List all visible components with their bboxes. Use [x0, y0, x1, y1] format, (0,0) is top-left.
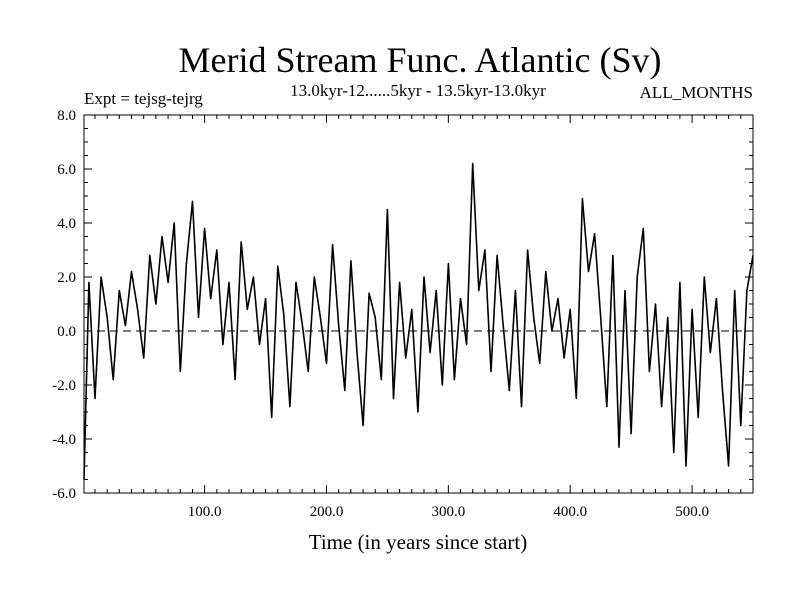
y-tick-label: -4.0 [52, 432, 76, 448]
y-tick-label: 8.0 [57, 108, 76, 124]
tick-label-group: 100.0 200.0 300.0 400.0 500.0 -6.0 -4.0 -2.0 0.0… [52, 108, 709, 520]
y-tick-label: 4.0 [57, 216, 76, 232]
x-tick-label: 300.0 [431, 504, 465, 520]
y-tick-label: 0.0 [57, 324, 76, 340]
series-line [83, 162, 754, 480]
period-label: 13.0kyr-12......5kyr - 13.5kyr-13.0kyr [290, 81, 546, 100]
x-tick-label: 200.0 [310, 504, 344, 520]
x-tick-label: 100.0 [188, 504, 222, 520]
y-tick-label: 2.0 [57, 270, 76, 286]
chart-title: Merid Stream Func. Atlantic (Sv) [179, 40, 662, 80]
x-tick-label: 500.0 [675, 504, 709, 520]
experiment-label: Expt = tejsg-tejrg [84, 89, 203, 108]
y-tick-label: -2.0 [52, 378, 76, 394]
months-label: ALL_MONTHS [640, 83, 753, 102]
y-tick-label: -6.0 [52, 486, 76, 502]
x-axis-label: Time (in years since start) [309, 530, 528, 554]
x-tick-label: 400.0 [553, 504, 587, 520]
y-tick-label: 6.0 [57, 162, 76, 178]
